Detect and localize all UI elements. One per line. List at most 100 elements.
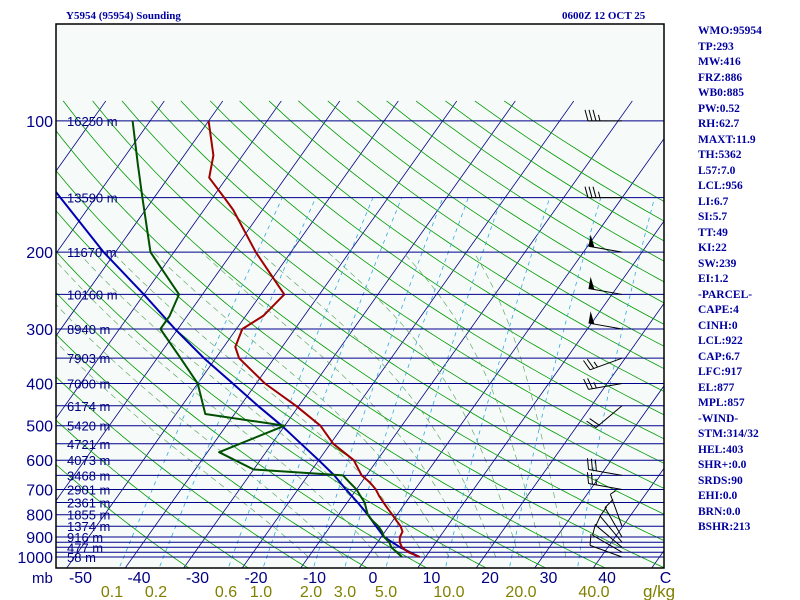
stability-index: CINH:0 — [698, 319, 738, 332]
mixing-ratio-unit-label: g/kg — [643, 582, 675, 600]
stability-index: PW:0.52 — [698, 102, 740, 115]
height-label: 7000 m — [67, 376, 110, 391]
pressure-tick-label: 400 — [26, 376, 53, 393]
isotherm-line — [56, 100, 341, 502]
wind-barb — [586, 405, 623, 429]
wind-barb — [586, 472, 623, 490]
pressure-tick-label: 300 — [26, 322, 53, 339]
pressure-unit-label: mb — [32, 570, 53, 587]
dry-adiabat-line — [268, 100, 664, 370]
dry-adiabat-line — [56, 376, 309, 568]
stability-index: LCL:922 — [698, 335, 743, 347]
height-label: 1374 m — [67, 519, 110, 534]
dry-adiabat-line — [56, 464, 190, 568]
wind-barb-flag — [584, 186, 589, 198]
wind-barb-half-flag — [610, 490, 616, 495]
wind-barb-flag — [584, 109, 589, 122]
mixing-ratio-label: 20.0 — [505, 584, 536, 600]
wind-barb-staff — [588, 483, 623, 490]
mixing-ratio-label: 40.0 — [578, 584, 609, 600]
height-label: 58 m — [67, 550, 96, 565]
wind-barb — [583, 378, 623, 390]
stability-index: LCL:956 — [698, 180, 743, 192]
stability-index: L57:7.0 — [698, 164, 736, 177]
stability-index: SHR+:0.0 — [698, 459, 747, 471]
wind-barb-staff — [589, 544, 623, 558]
pressure-tick-label: 700 — [26, 482, 53, 499]
wind-barb-flag — [590, 458, 593, 471]
wind-barb-flag — [588, 109, 593, 122]
wind-barb-flag — [589, 418, 600, 426]
mixing-ratio-label: 3.0 — [334, 584, 356, 600]
wind-barb-flag — [595, 514, 602, 526]
dry-adiabat-line — [298, 100, 664, 347]
stability-index: CAP:6.7 — [698, 350, 740, 363]
isotherm-line — [592, 467, 664, 568]
wind-barb-flag — [586, 420, 597, 429]
stability-index: MAXT:11.9 — [698, 133, 756, 146]
height-label: 4073 m — [67, 453, 110, 468]
stability-index: HEL:403 — [698, 443, 744, 456]
stability-index: LFC:917 — [698, 366, 743, 378]
height-label: 1855 m — [67, 508, 110, 523]
pressure-tick-label: 800 — [26, 508, 53, 525]
pressure-tick-label: 200 — [26, 245, 53, 262]
stability-index: FRZ:886 — [698, 71, 743, 84]
wind-barb — [586, 458, 623, 476]
height-label: 11670 m — [67, 245, 117, 260]
plot-frame — [55, 23, 665, 569]
stability-index: CAPE:4 — [698, 304, 739, 316]
stability-index: MPL:857 — [698, 397, 745, 409]
temperature-tick-label: C — [660, 570, 672, 587]
wind-barb-flag — [586, 472, 590, 484]
wind-barb-half-flag — [598, 114, 601, 122]
temperature-tick-label: 30 — [540, 570, 558, 587]
wind-barb-flag — [592, 186, 597, 198]
wind-barb — [588, 311, 623, 330]
valid-time: 0600Z 12 OCT 25 — [562, 10, 646, 22]
wind-barb-half-flag — [598, 191, 601, 198]
wind-barb-half-flag — [593, 361, 598, 368]
stability-index: EL:877 — [698, 381, 735, 394]
height-label: 7903 m — [67, 351, 110, 366]
mixing-ratio-label: 5.0 — [375, 584, 397, 600]
dry-adiabat-line — [180, 100, 664, 440]
wind-barb-staff — [604, 507, 623, 538]
height-label: 6174 m — [67, 399, 110, 414]
stability-index: KI:22 — [698, 242, 727, 254]
wind-barb — [604, 499, 623, 538]
dewpoint-line — [131, 120, 403, 558]
pressure-tick-label: 500 — [26, 419, 53, 436]
wind-barb-staff — [588, 469, 623, 476]
moist-adiabat-line — [56, 304, 344, 558]
stability-index: MW:416 — [698, 56, 741, 68]
stability-index: RH:62.7 — [698, 118, 740, 130]
dry-adiabat-line — [56, 419, 250, 568]
height-label: 3468 m — [67, 468, 110, 483]
height-label: 10160 m — [67, 287, 118, 302]
temperature-tick-label: -50 — [69, 570, 92, 587]
height-label: 8940 m — [67, 322, 110, 337]
moist-adiabat-line — [473, 252, 567, 558]
temperature-tick-label: -10 — [303, 570, 326, 587]
temperature-tick-label: 0 — [369, 570, 378, 587]
isotherm-line — [534, 385, 664, 568]
wind-barb-pennant — [588, 234, 595, 248]
isotherm-line — [56, 100, 282, 419]
pressure-tick-label: 100 — [26, 114, 53, 131]
wind-barb-flag — [588, 186, 593, 198]
stability-index: SI:5.7 — [698, 211, 728, 223]
wind-barb-flag — [586, 458, 590, 470]
mixing-ratio-label: 0.2 — [145, 584, 167, 600]
wind-barb-staff — [599, 515, 623, 543]
stability-index: SW:239 — [698, 257, 737, 270]
pressure-tick-label: 600 — [26, 453, 53, 470]
temperature-tick-label: 20 — [481, 570, 499, 587]
dry-adiabat-line — [151, 100, 664, 464]
dry-adiabat-line — [56, 130, 664, 568]
isotherm-line — [56, 100, 224, 337]
wind-barb-flag — [594, 459, 597, 471]
temperature-line — [207, 120, 420, 558]
stability-index: BRN:0.0 — [698, 505, 741, 518]
stability-indices-panel: WMO:95954 TP:293 MW:416 FRZ:886 WB0:885 PW:0.… — [698, 24, 798, 536]
